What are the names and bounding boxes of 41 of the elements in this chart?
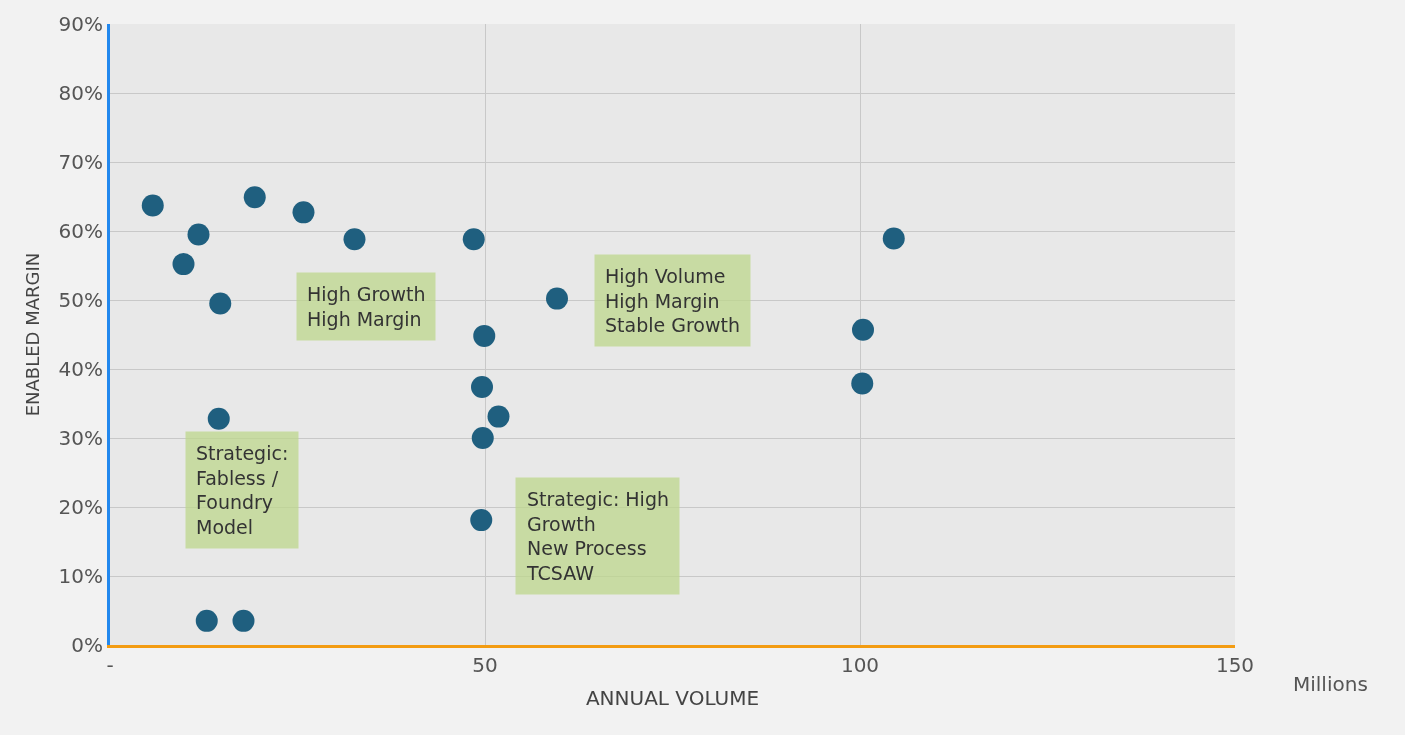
- x-tick-label: 100: [840, 653, 880, 677]
- text: Millions: [1293, 672, 1368, 696]
- point: [187, 223, 210, 246]
- annotation: High Growth High Margin: [307, 283, 426, 330]
- point: [141, 194, 164, 217]
- y-tick-label: 30%: [58, 426, 103, 450]
- y-tick-label: 80%: [58, 81, 103, 105]
- point: [473, 324, 496, 347]
- point: [195, 609, 218, 632]
- y-tick-label: 50%: [58, 288, 103, 312]
- y-axis-title: ENABLED MARGIN: [21, 252, 43, 417]
- point: [207, 407, 230, 430]
- point: [470, 509, 493, 532]
- point: [471, 375, 493, 398]
- point: [462, 228, 485, 251]
- point: [487, 405, 510, 428]
- x-tick-label: -: [106, 653, 114, 677]
- point: [471, 427, 494, 449]
- y-tick-label: 40%: [58, 357, 103, 381]
- y-tick-label: 20%: [58, 495, 103, 519]
- y-tick-label: 70%: [58, 150, 103, 174]
- x-tick-label: 150: [1215, 653, 1255, 677]
- y-tick-label: 0%: [71, 633, 103, 657]
- y-tick-label: 60%: [58, 219, 103, 243]
- point: [343, 228, 366, 251]
- annotation: Strategic: High Growth New Process TCSAW: [526, 488, 669, 585]
- annotation: High Volume High Margin Stable Growth: [605, 265, 740, 337]
- point: [852, 318, 874, 341]
- y-tick-label: 10%: [58, 564, 103, 588]
- point: [232, 609, 255, 632]
- point: [882, 227, 905, 250]
- point: [851, 372, 874, 395]
- y-tick-label: 90%: [58, 12, 103, 36]
- point: [243, 186, 266, 209]
- point: [209, 292, 232, 315]
- annotation: Strategic: Fabless / Foundry Model: [196, 442, 289, 539]
- point: [292, 201, 315, 224]
- x-tick-label: 50: [472, 653, 498, 677]
- point: [172, 253, 195, 276]
- x-axis-title: ANNUAL VOLUME: [585, 685, 760, 710]
- point: [546, 287, 568, 310]
